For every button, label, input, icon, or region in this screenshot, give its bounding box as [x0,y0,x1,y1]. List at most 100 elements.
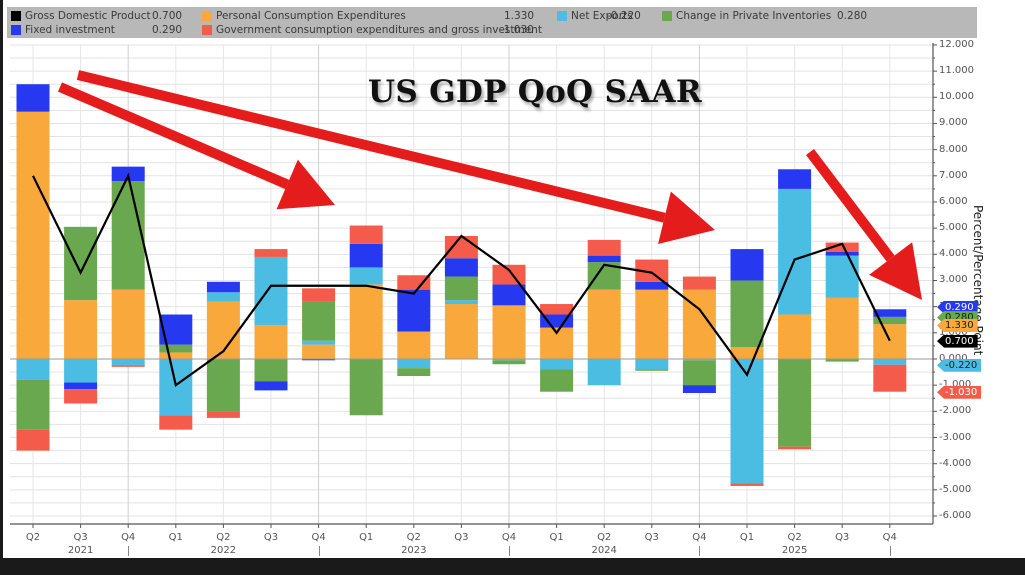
bar-segment[interactable] [730,359,764,484]
bar-segment[interactable] [444,258,478,277]
bar-segment[interactable] [64,382,98,390]
bar-segment[interactable] [64,300,98,359]
bar-segment[interactable] [159,352,193,359]
bar-segment[interactable] [778,188,812,315]
bar-segment[interactable] [111,365,145,367]
bar-segment[interactable] [397,359,431,369]
year-separator [699,546,701,556]
bar-segment[interactable] [635,289,669,359]
bar-segment[interactable] [349,243,383,268]
bar-segment[interactable] [587,255,621,263]
bar-segment[interactable] [682,359,716,361]
bar-segment[interactable] [206,411,240,418]
bar-segment[interactable] [635,359,669,370]
bar-segment[interactable] [873,316,907,325]
bar-segment[interactable] [302,340,336,345]
bar-segment[interactable] [349,284,383,359]
bar-segment[interactable] [873,324,907,359]
bar-segment[interactable] [349,359,383,416]
bar-segment[interactable] [444,304,478,359]
bar-segment[interactable] [254,256,288,325]
legend-item[interactable]: Personal Consumption Expenditures [202,10,406,22]
bar-segment[interactable] [159,344,193,353]
bar-segment[interactable] [587,359,621,386]
bar-segment[interactable] [492,284,526,306]
bar-segment[interactable] [397,275,431,290]
bar-segment[interactable] [778,359,812,447]
bar-segment[interactable] [825,255,859,298]
bar-segment[interactable] [111,359,145,366]
bar-segment[interactable] [206,281,240,293]
bar-segment[interactable] [16,429,50,451]
bar-segment[interactable] [682,276,716,290]
bar-segment[interactable] [397,331,431,359]
bar-segment[interactable] [682,385,716,394]
bar-segment[interactable] [254,324,288,359]
bar-segment[interactable] [254,359,288,382]
bar-segment[interactable] [302,301,336,341]
bar-segment[interactable] [778,314,812,359]
bar-segment[interactable] [444,300,478,305]
bar-segment[interactable] [349,225,383,244]
bar-segment[interactable] [635,369,669,371]
bar-segment[interactable] [64,389,98,404]
bar-segment[interactable] [302,288,336,302]
legend-item[interactable]: Gross Domestic Product [11,10,151,22]
bar-segment[interactable] [587,239,621,256]
legend-item[interactable]: Net Exports [557,10,633,22]
bar-segment[interactable] [825,359,859,362]
bar-segment[interactable] [635,259,669,282]
bar-segment[interactable] [16,359,50,380]
bar-segment[interactable] [778,446,812,450]
bar-segment[interactable] [159,359,193,416]
bar-segment[interactable] [159,415,193,430]
bar-segment[interactable] [254,381,288,391]
bar-segment[interactable] [540,369,574,392]
bar-segment[interactable] [730,483,764,486]
bar-segment[interactable] [64,359,98,383]
bar-segment[interactable] [540,359,574,370]
bar-segment[interactable] [540,314,574,328]
bar-segment[interactable] [111,289,145,359]
bar-segment[interactable] [254,249,288,257]
bar-segment[interactable] [16,84,50,112]
bar-segment[interactable] [682,360,716,386]
bar-segment[interactable] [302,344,336,359]
bar-segment[interactable] [825,297,859,359]
bar-segment[interactable] [302,359,336,361]
bar-segment[interactable] [492,360,526,365]
bar-segment[interactable] [730,347,764,359]
legend-item[interactable]: Government consumption expenditures and … [202,24,542,36]
bar-segment[interactable] [206,292,240,302]
bar-segment[interactable] [397,289,431,332]
bar-segment[interactable] [349,267,383,285]
bar-segment[interactable] [730,249,764,281]
legend-item[interactable]: Change in Private Inventories [662,10,831,22]
bar-segment[interactable] [16,111,50,359]
bar-segment[interactable] [397,368,431,377]
bar-segment[interactable] [444,236,478,259]
legend-swatch [11,25,21,35]
bar-segment[interactable] [16,379,50,430]
annotation-arrow-shaft [806,148,895,262]
bar-segment[interactable] [64,226,98,301]
bar-segment[interactable] [873,309,907,317]
bar-segment[interactable] [873,359,907,365]
bar-segment[interactable] [778,169,812,189]
bar-segment[interactable] [635,281,669,290]
bar-segment[interactable] [444,276,478,301]
bar-segment[interactable] [206,359,240,412]
bar-segment[interactable] [873,364,907,392]
bar-segment[interactable] [587,289,621,359]
gdp-line[interactable] [32,172,891,388]
bar-segment[interactable] [730,280,764,348]
y-tick-label: 0.000 [939,353,968,364]
bar-segment[interactable] [540,304,574,315]
bar-segment[interactable] [492,264,526,285]
bar-segment[interactable] [825,251,859,256]
legend-item[interactable]: Fixed investment [11,24,115,36]
bar-segment[interactable] [825,242,859,252]
bar-segment[interactable] [492,359,526,361]
bar-segment[interactable] [492,305,526,359]
